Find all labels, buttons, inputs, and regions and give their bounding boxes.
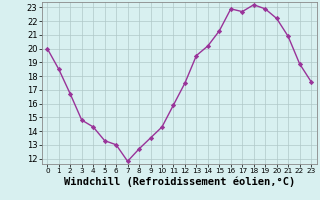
X-axis label: Windchill (Refroidissement éolien,°C): Windchill (Refroidissement éolien,°C) [64, 177, 295, 187]
